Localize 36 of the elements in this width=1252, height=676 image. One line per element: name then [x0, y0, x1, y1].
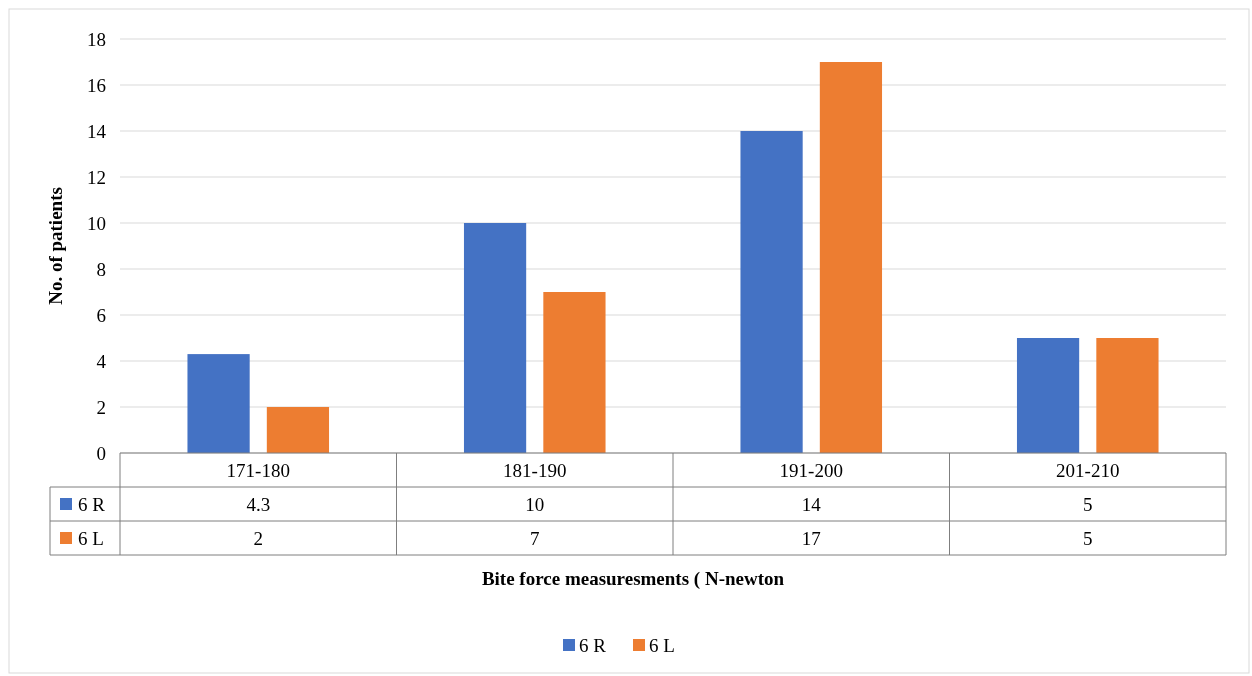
data-label: 2 [253, 527, 263, 549]
legend-label: 6 R [78, 493, 106, 515]
y-tick-label: 16 [87, 74, 106, 96]
bar [463, 223, 527, 453]
data-label: 7 [530, 527, 540, 549]
data-label: 17 [801, 527, 821, 549]
data-label: 10 [525, 493, 545, 515]
y-tick-label: 6 [96, 304, 106, 326]
data-label: 5 [1083, 493, 1093, 515]
bar [740, 131, 803, 453]
bar [266, 407, 330, 453]
y-axis-title: No. of patients [45, 187, 66, 305]
x-tick-label: 171-180 [226, 459, 290, 481]
y-tick-label: 4 [96, 350, 107, 372]
y-tick-label: 18 [87, 28, 106, 50]
x-tick-label: 191-200 [779, 459, 843, 481]
x-tick-label: 181-190 [503, 459, 567, 481]
y-tick-label: 12 [87, 166, 106, 188]
y-tick-label: 14 [87, 120, 107, 142]
y-tick-label: 0 [96, 442, 106, 464]
text: 6 L [649, 634, 675, 656]
x-axis-title: Bite force measuresments ( N-newton [481, 568, 785, 590]
bar [187, 354, 250, 453]
data-label: 14 [801, 493, 822, 515]
bar [819, 62, 883, 453]
y-tick-label: 2 [96, 396, 106, 418]
y-tick-label: 8 [96, 258, 106, 280]
bar [543, 292, 606, 453]
legend-label: 6 L [78, 527, 104, 549]
bar [1096, 338, 1159, 453]
text: 6 R [579, 634, 606, 656]
bar [1016, 338, 1080, 453]
x-tick-label: 201-210 [1056, 459, 1120, 481]
data-label: 5 [1083, 527, 1093, 549]
y-tick-label: 10 [87, 212, 106, 234]
data-label: 4.3 [246, 493, 271, 515]
